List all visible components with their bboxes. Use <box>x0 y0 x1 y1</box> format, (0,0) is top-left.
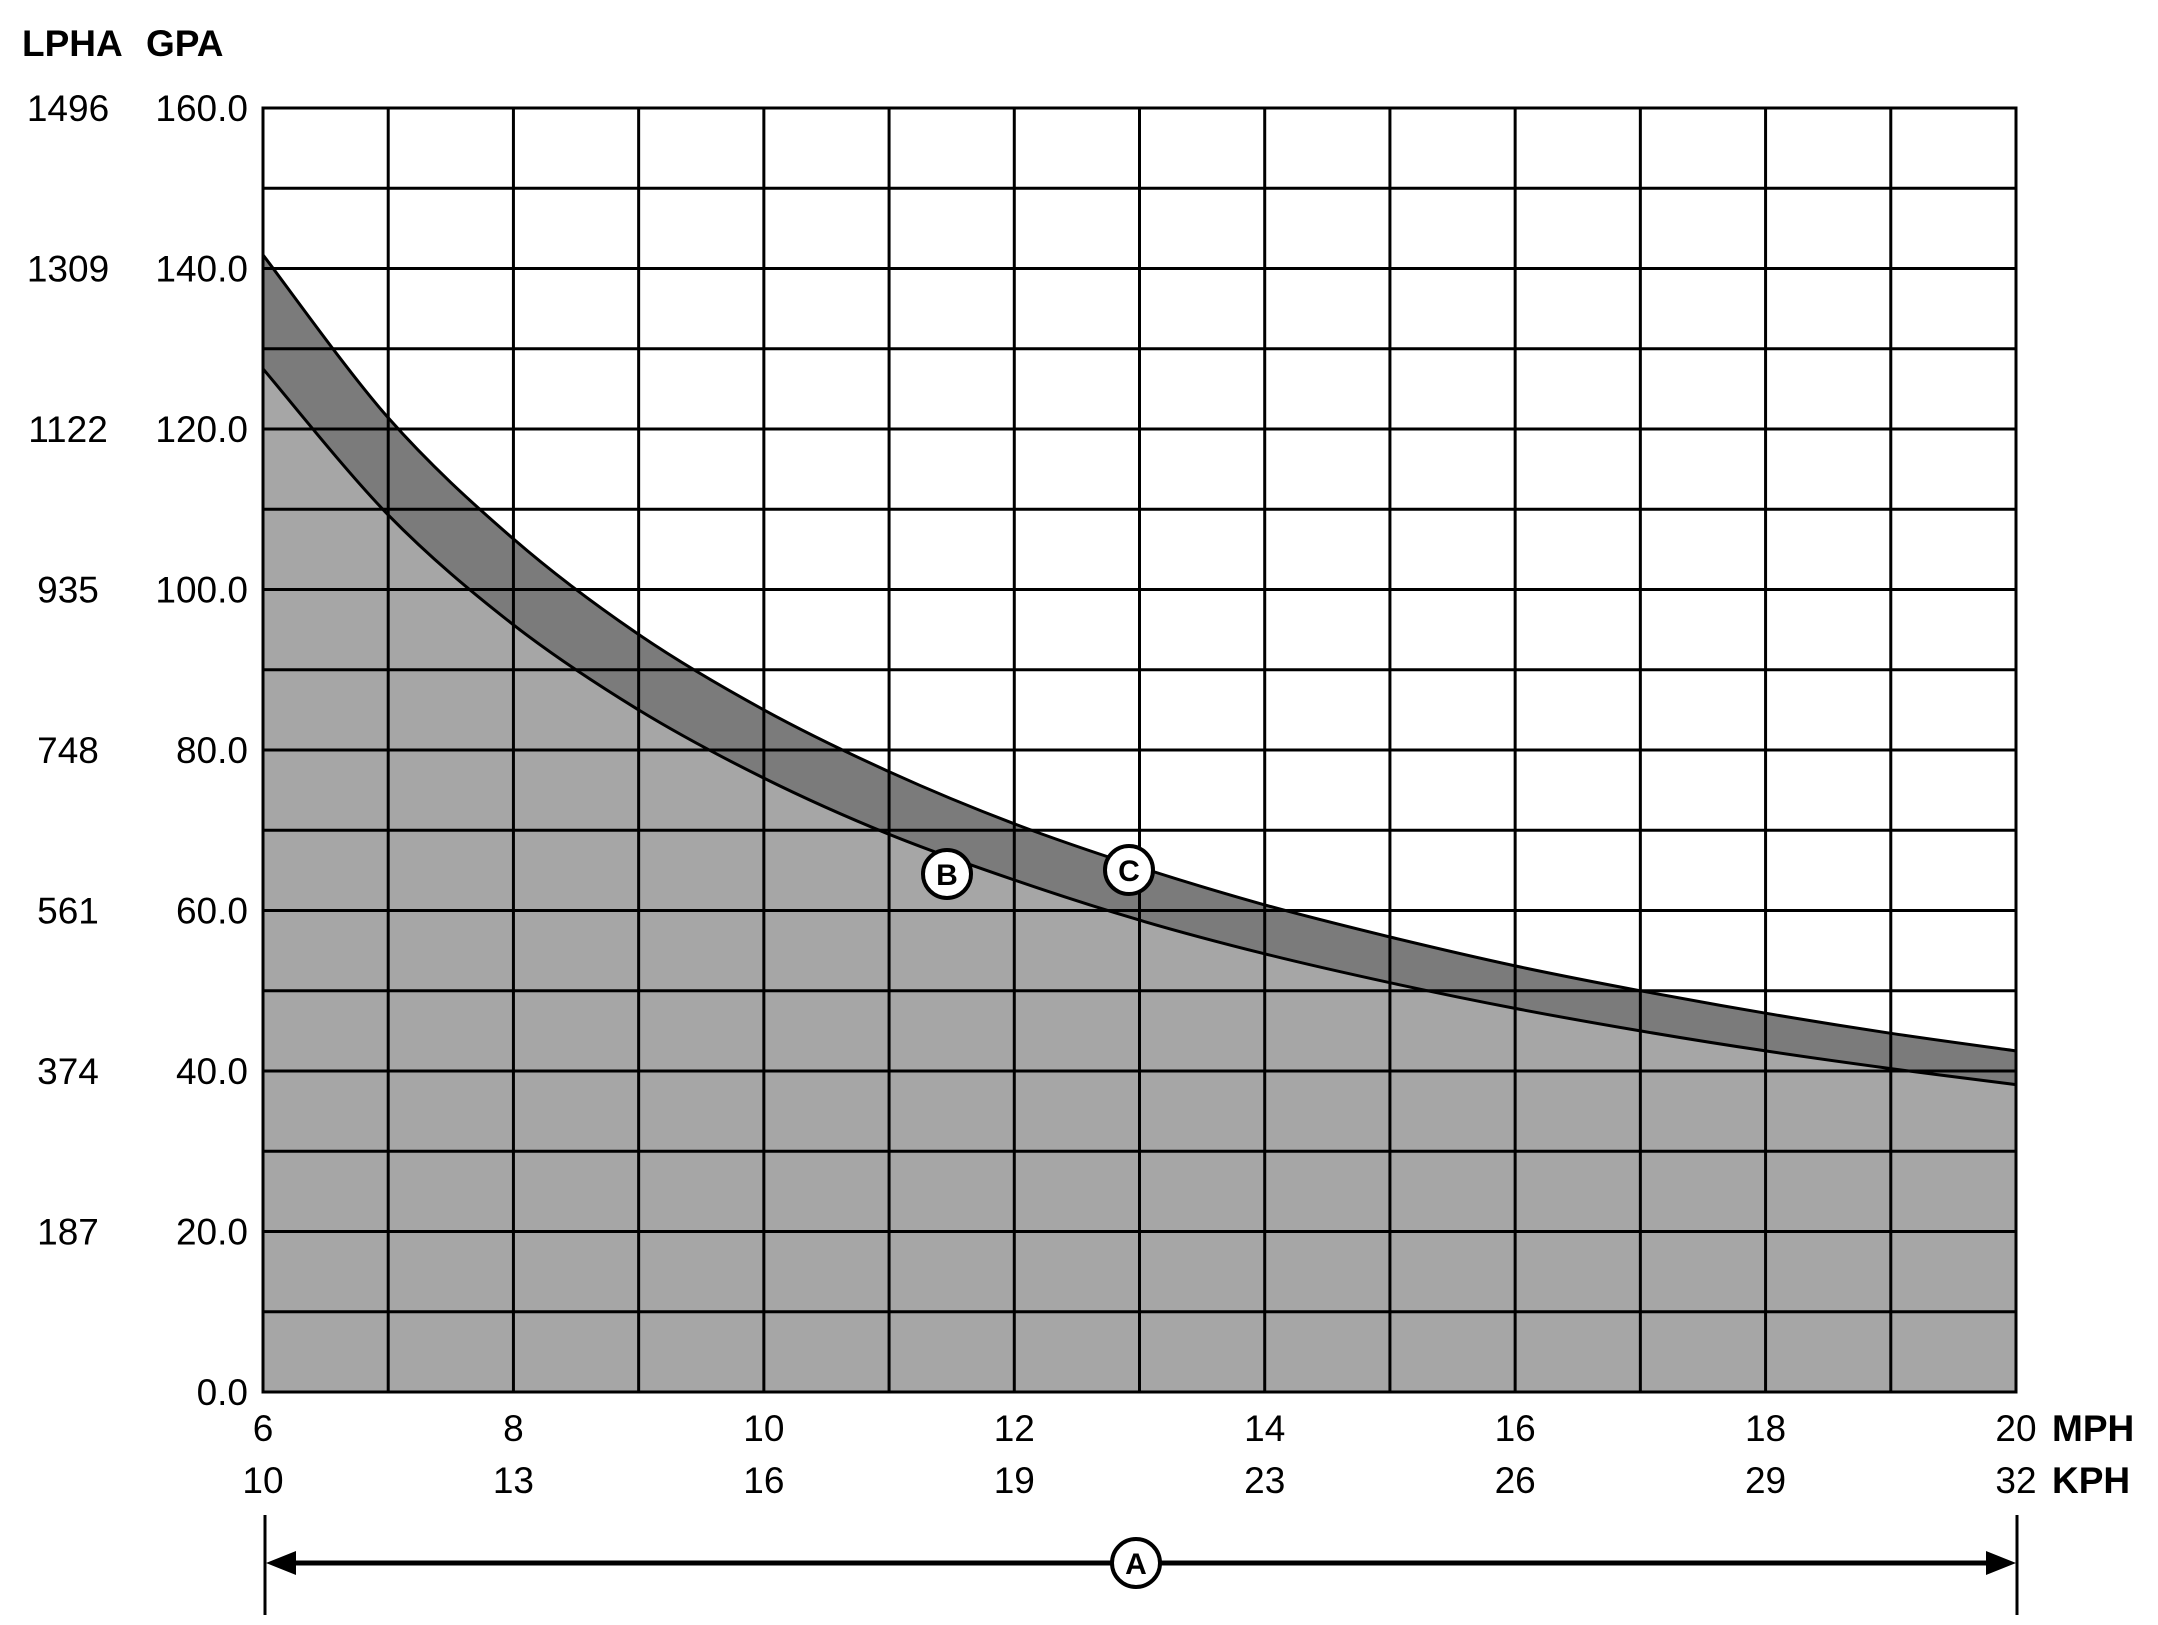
arrowhead-left-icon <box>266 1551 296 1575</box>
arrowhead-right-icon <box>1986 1551 2016 1575</box>
svg-text:B: B <box>936 859 958 892</box>
y-tick-label: 120.0 <box>155 409 248 450</box>
y2-tick-label: 1122 <box>28 409 108 450</box>
marker-a: A <box>1110 1537 1162 1589</box>
x2-tick-label: 32 <box>1995 1460 2036 1501</box>
marker-c: C <box>1103 844 1155 896</box>
plot-frame <box>261 106 2018 1394</box>
svg-text:A: A <box>1125 1548 1147 1581</box>
y-axis-gpa-ticks: 0.0 20.0 40.0 60.0 80.0 100.0 120.0 140.0 160.0 <box>155 88 248 1413</box>
x-tick-label: 16 <box>1495 1408 1536 1449</box>
y-axis-lpha-ticks: 187 374 561 748 935 1122 1309 1496 <box>27 88 109 1253</box>
y-tick-label: 160.0 <box>155 88 248 129</box>
x-tick-label: 14 <box>1244 1408 1285 1449</box>
x-tick-label: 20 <box>1995 1408 2036 1449</box>
y-tick-label: 60.0 <box>176 891 248 932</box>
y2-tick-label: 1309 <box>27 249 109 290</box>
y-tick-label: 0.0 <box>197 1372 248 1413</box>
x-tick-label: 10 <box>743 1408 784 1449</box>
y-tick-label: 140.0 <box>155 249 248 290</box>
x-tick-label: 6 <box>253 1408 274 1449</box>
x-tick-label: 8 <box>503 1408 524 1449</box>
x2-tick-label: 23 <box>1244 1460 1285 1501</box>
marker-b: B <box>921 848 973 900</box>
y2-tick-label: 1496 <box>27 88 109 129</box>
x-tick-label: 18 <box>1745 1408 1786 1449</box>
svg-text:C: C <box>1118 855 1140 888</box>
mph-axis-header: MPH <box>2052 1408 2134 1449</box>
y-tick-label: 100.0 <box>155 570 248 611</box>
y-tick-label: 80.0 <box>176 730 248 771</box>
x2-tick-label: 29 <box>1745 1460 1786 1501</box>
y2-tick-label: 187 <box>37 1212 99 1253</box>
y2-tick-label: 374 <box>37 1051 99 1092</box>
y-tick-label: 20.0 <box>176 1212 248 1253</box>
x-tick-label: 12 <box>994 1408 1035 1449</box>
chart-grid <box>263 108 2016 1392</box>
y-tick-label: 40.0 <box>176 1051 248 1092</box>
x2-tick-label: 10 <box>242 1460 283 1501</box>
x-axis-mph-ticks: 6 8 10 12 14 16 18 20 <box>253 1408 2037 1449</box>
x2-tick-label: 16 <box>743 1460 784 1501</box>
y2-tick-label: 748 <box>37 730 99 771</box>
y2-tick-label: 935 <box>37 570 99 611</box>
x2-tick-label: 19 <box>994 1460 1035 1501</box>
kph-axis-header: KPH <box>2052 1460 2130 1501</box>
series-line-b <box>261 367 2017 1087</box>
lpha-axis-header: LPHA <box>22 23 123 64</box>
x2-tick-label: 26 <box>1495 1460 1536 1501</box>
gpa-axis-header: GPA <box>146 23 223 64</box>
x-axis-kph-ticks: 10 13 16 19 23 26 29 32 <box>242 1460 2036 1501</box>
y2-tick-label: 561 <box>37 891 99 932</box>
x2-tick-label: 13 <box>493 1460 534 1501</box>
below-curve-area <box>263 368 2016 1392</box>
